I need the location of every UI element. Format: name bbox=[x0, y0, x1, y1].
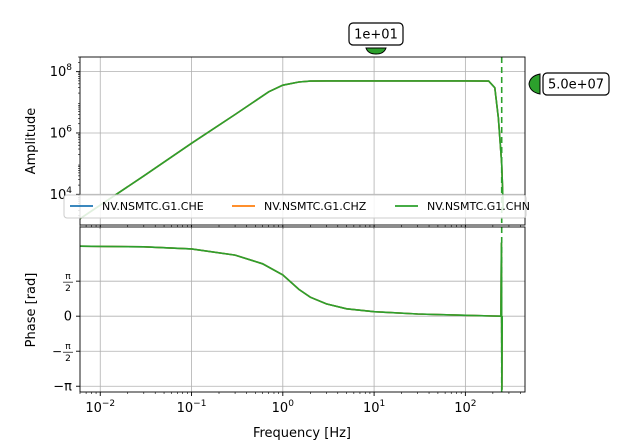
right-marker-label: 5.0e+07 bbox=[548, 78, 604, 93]
phase-axis-label: Phase [rad] bbox=[24, 273, 39, 348]
phase-ytick-label: − π 2 bbox=[52, 342, 73, 364]
phase-ytick-sign: − bbox=[52, 345, 62, 359]
amplitude-ytick-label: 108 bbox=[50, 63, 73, 80]
top-marker-label-box bbox=[348, 22, 404, 46]
phase-ytick-label: 0 bbox=[64, 310, 72, 325]
x-tick-label: 10−2 bbox=[85, 399, 115, 416]
amplitude-ytick-label: 106 bbox=[50, 124, 73, 141]
top-marker-handle[interactable] bbox=[365, 47, 387, 55]
right-marker-handle[interactable] bbox=[528, 73, 541, 95]
phase-series-NV.NSMTC.G1.CHN bbox=[80, 242, 503, 390]
x-tick-label: 101 bbox=[363, 399, 385, 416]
amplitude-series-NV.NSMTC.G1.CHN bbox=[80, 80, 505, 220]
right-amplitude-marker[interactable]: 5.0e+07 bbox=[528, 72, 610, 96]
phase-grid bbox=[80, 227, 525, 392]
amplitude-axis-label: Amplitude bbox=[24, 108, 39, 175]
legend-label-chn: NV.NSMTC.G1.CHN bbox=[427, 200, 530, 213]
phase-ytick-num: π bbox=[65, 342, 71, 352]
legend-label-chz: NV.NSMTC.G1.CHZ bbox=[264, 200, 367, 213]
legend-box bbox=[63, 194, 527, 219]
phase-axes-frame bbox=[79, 226, 526, 393]
legend-label-che: NV.NSMTC.G1.CHE bbox=[102, 200, 204, 213]
x-tick-label: 10−1 bbox=[177, 399, 207, 416]
amplitude-axes-frame bbox=[79, 56, 526, 226]
phase-ytick-den: 2 bbox=[65, 354, 71, 364]
x-axis-label: Frequency [Hz] bbox=[253, 426, 351, 441]
amplitude-ytick-label: 104 bbox=[50, 186, 73, 203]
top-frequency-marker[interactable]: 1e+01 bbox=[348, 22, 404, 55]
legend: NV.NSMTC.G1.CHE NV.NSMTC.G1.CHZ NV.NSMTC… bbox=[63, 194, 530, 219]
right-marker-label-box bbox=[542, 72, 610, 96]
x-tick-label: 102 bbox=[454, 399, 476, 416]
phase-ytick-num: π bbox=[65, 272, 71, 282]
x-tick-label: 100 bbox=[272, 399, 295, 416]
phase-ytick-den: 2 bbox=[65, 284, 71, 294]
top-marker-label: 1e+01 bbox=[354, 28, 398, 43]
phase-ytick-label: π2 bbox=[63, 272, 73, 294]
phase-ytick-label: −π bbox=[53, 380, 72, 395]
